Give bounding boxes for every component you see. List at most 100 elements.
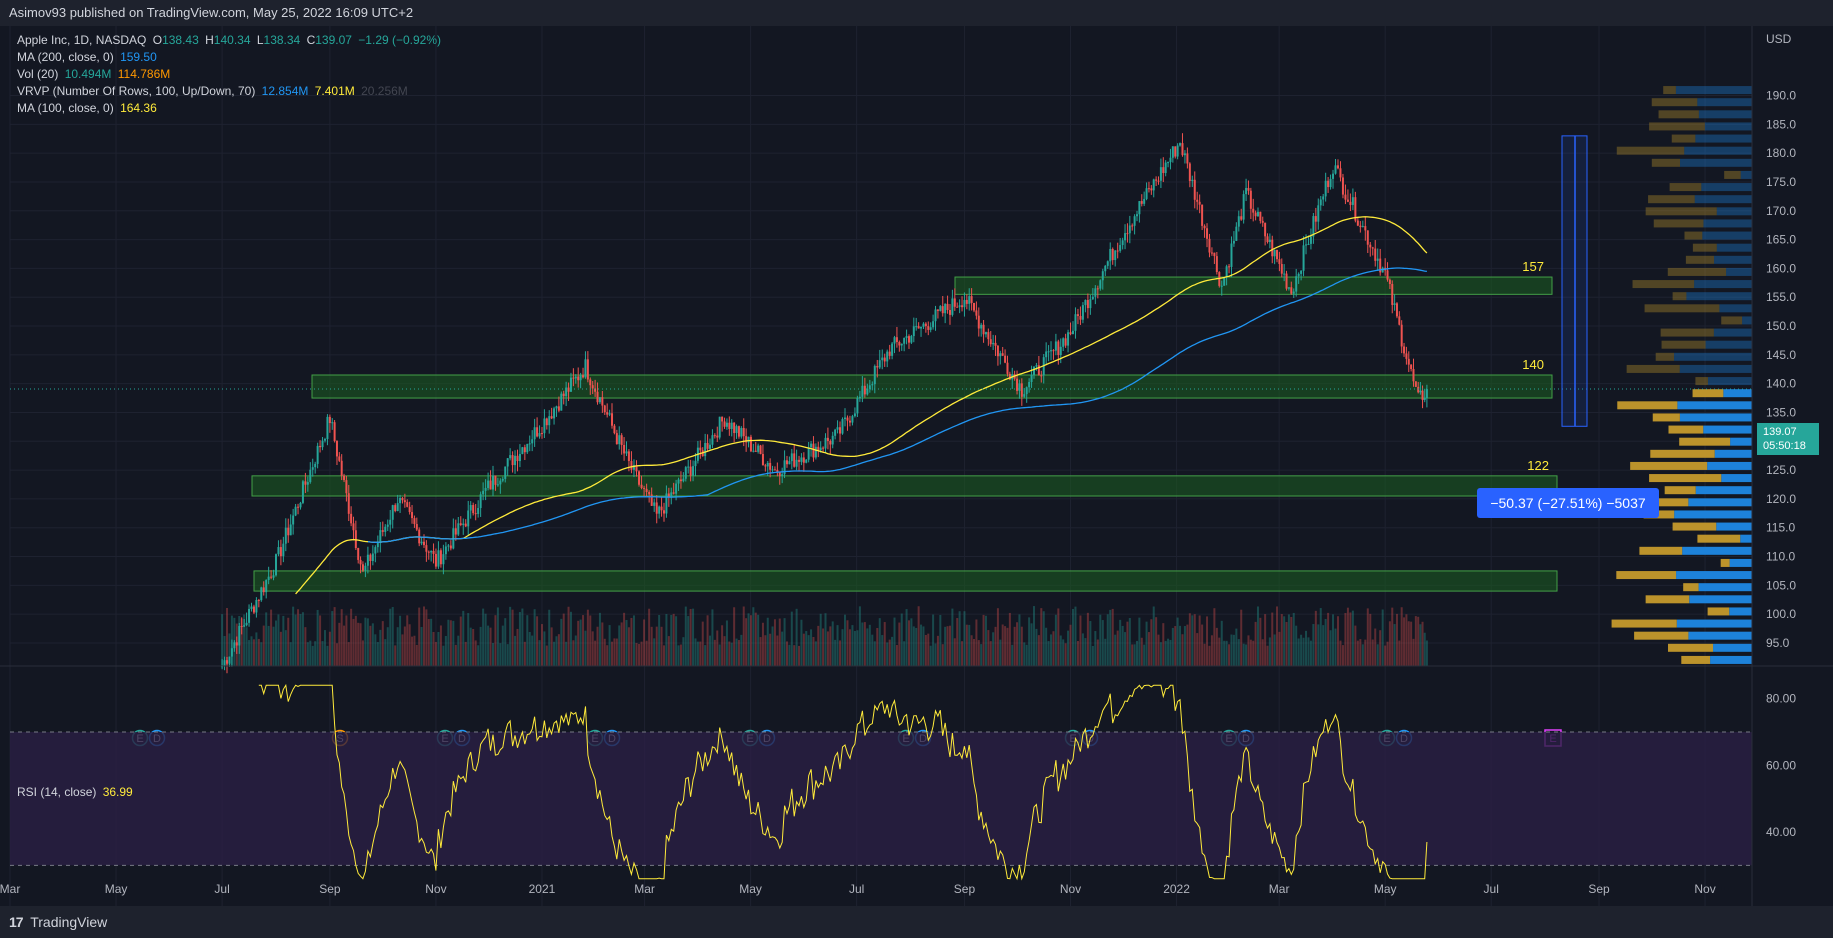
candle-body: [1412, 368, 1415, 382]
volume-bar: [733, 607, 736, 666]
candle-body: [496, 484, 499, 486]
candle-body: [1171, 146, 1174, 158]
candle-body: [1119, 245, 1122, 251]
candle-body: [1167, 162, 1170, 164]
candle-body: [494, 475, 497, 485]
volume-bar: [922, 626, 925, 666]
volume-bar: [284, 630, 287, 666]
candles: [221, 133, 1428, 674]
candle-body: [1069, 332, 1072, 335]
axes: 95.0100.0105.0110.0115.0120.0125.0130.01…: [0, 26, 1833, 906]
zone-box: [311, 374, 1553, 399]
vp-up-bar: [1684, 146, 1752, 155]
legend-volume-row[interactable]: Vol (20) 10.494M 114.786M: [17, 66, 173, 82]
candle-body: [1040, 375, 1043, 377]
volume-bar: [843, 614, 846, 666]
legend-vrvp-row[interactable]: VRVP (Number Of Rows, 100, Up/Down, 70) …: [17, 83, 411, 99]
volume-profile: [1611, 86, 1752, 664]
candle-body: [886, 351, 889, 362]
volume-bar: [1405, 614, 1408, 666]
volume-bar: [449, 620, 452, 666]
measure-tool[interactable]: [1561, 135, 1588, 427]
candle-body: [596, 391, 599, 403]
candle-body: [1032, 366, 1035, 375]
rsi-band: [10, 732, 1752, 866]
y-tick-label: 135.0: [1766, 405, 1796, 419]
volume-bar: [836, 625, 839, 666]
candle-body: [459, 523, 462, 525]
volume-bar: [689, 608, 692, 666]
volume-bar: [1384, 645, 1387, 666]
candle-body: [516, 455, 519, 462]
volume-bar: [1119, 619, 1122, 666]
volume-bar: [627, 627, 630, 666]
candle-body: [1079, 316, 1082, 320]
candle-body: [579, 375, 582, 381]
candle-body: [917, 326, 920, 329]
volume-bar: [769, 633, 772, 666]
y-tick-label: 105.0: [1766, 578, 1796, 592]
vp-down-bar: [1617, 401, 1678, 410]
volume-bar: [553, 641, 556, 666]
candle-body: [868, 385, 871, 389]
candle-body: [391, 505, 394, 520]
legend-ma100-row[interactable]: MA (100, close, 0) 164.36: [17, 100, 160, 116]
candle-body: [277, 547, 280, 555]
volume-bar: [594, 640, 597, 666]
volume-bar: [306, 642, 309, 666]
volume-bar: [396, 627, 399, 666]
candle-body: [745, 436, 748, 443]
candle-body: [584, 359, 587, 378]
legend-ma200-row[interactable]: MA (200, close, 0) 159.50: [17, 49, 160, 65]
volume-bar: [948, 625, 951, 666]
volume-bar: [761, 622, 764, 666]
candle-body: [413, 518, 416, 525]
volume-bar: [442, 645, 445, 666]
x-tick-label: 2022: [1163, 882, 1190, 896]
legend-rsi-row[interactable]: RSI (14, close) 36.99: [17, 784, 136, 800]
volume-bar: [550, 627, 553, 666]
candle-body: [528, 443, 531, 445]
volume-bar: [1004, 626, 1007, 666]
volume-bar: [757, 614, 760, 666]
vp-up-bar: [1713, 643, 1752, 652]
candle-body: [1273, 249, 1276, 257]
vp-down-bar: [1660, 328, 1714, 337]
volume-bar: [422, 606, 425, 666]
volume-bar: [1228, 644, 1231, 666]
volume-bar: [1417, 616, 1420, 666]
candle-body: [996, 345, 999, 357]
candle-body: [733, 422, 736, 434]
candle-body: [1008, 373, 1011, 380]
candle-body: [1254, 212, 1257, 217]
candle-body: [411, 512, 414, 519]
candle-body: [645, 488, 648, 493]
volume-bar: [340, 609, 343, 666]
vp-down-bar: [1611, 619, 1677, 628]
candle-body: [826, 437, 829, 441]
candle-body: [1388, 279, 1391, 284]
candle-body: [394, 505, 397, 512]
volume-bar: [1198, 615, 1201, 666]
volume-bar: [1400, 607, 1403, 666]
volume-bar: [653, 638, 656, 666]
volume-bar: [932, 614, 935, 666]
vp-down-bar: [1650, 449, 1715, 458]
volume-bar: [560, 618, 563, 666]
x-tick-label: Sep: [1588, 882, 1610, 896]
candle-body: [328, 416, 331, 424]
y-tick-label: 170.0: [1766, 204, 1796, 218]
volume-bar: [891, 636, 894, 666]
zone-label: 122: [1527, 458, 1549, 473]
volume-bar: [630, 617, 633, 666]
candle-body: [1089, 299, 1092, 309]
vrvp-up-value: 12.854M: [261, 84, 309, 98]
candle-body: [1314, 216, 1317, 222]
candle-body: [630, 461, 633, 470]
candle-body: [1145, 188, 1148, 199]
vp-up-bar: [1742, 316, 1752, 325]
volume-bar: [982, 614, 985, 666]
volume-bar: [1084, 638, 1087, 666]
countdown-value: 05:50:18: [1763, 440, 1806, 452]
